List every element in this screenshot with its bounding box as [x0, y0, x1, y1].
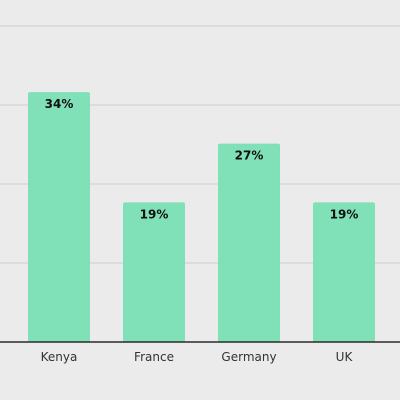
bar-france — [123, 202, 185, 342]
data-label-uk: 19% — [330, 207, 359, 221]
bar-kenya — [28, 92, 90, 343]
x-tick-label-kenya: Kenya — [41, 350, 78, 364]
x-tick-label-france: France — [134, 350, 174, 364]
data-label-germany: 27% — [235, 149, 264, 163]
data-label-france: 19% — [140, 207, 169, 221]
x-tick-label-uk: UK — [336, 350, 354, 364]
data-labels: 34% 19% 27% 19% — [45, 97, 359, 221]
bar-uk — [313, 202, 375, 342]
bar-germany — [218, 143, 280, 342]
x-tick-label-germany: Germany — [221, 350, 276, 364]
data-label-kenya: 34% — [45, 97, 74, 111]
bars — [28, 92, 375, 343]
x-axis-tick-labels: Kenya France Germany UK — [41, 350, 354, 364]
